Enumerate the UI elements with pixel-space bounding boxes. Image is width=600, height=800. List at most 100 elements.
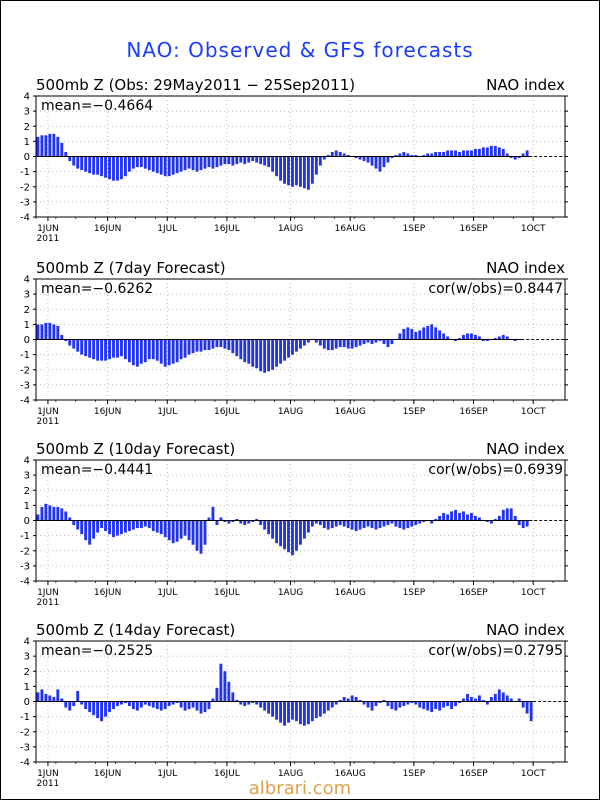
bar <box>501 509 505 521</box>
bar <box>279 339 282 364</box>
y-tick-label: 2 <box>24 486 30 497</box>
bar <box>48 322 52 340</box>
bar <box>458 337 461 340</box>
bar <box>52 506 56 521</box>
bar <box>318 339 322 346</box>
bar <box>334 150 338 157</box>
bar <box>187 339 191 355</box>
x-tick-label: 1AUG <box>278 588 303 598</box>
bar <box>505 336 509 340</box>
bar <box>243 701 247 707</box>
bar <box>80 520 84 535</box>
bar <box>474 698 477 702</box>
bar <box>116 701 119 707</box>
bar <box>84 520 88 541</box>
bar <box>131 520 135 530</box>
bar <box>426 153 430 157</box>
bar <box>88 520 92 545</box>
bar <box>96 520 100 533</box>
bar <box>48 505 52 521</box>
x-tick-label: 1AUG <box>278 407 303 417</box>
panel-right-label: NAO index <box>486 76 565 94</box>
bar <box>291 339 294 355</box>
bar <box>175 339 179 363</box>
year-label: 2011 <box>36 417 59 427</box>
bar <box>151 520 155 532</box>
bar <box>474 148 477 157</box>
bar <box>521 701 525 708</box>
bar <box>223 339 227 349</box>
bar <box>501 692 505 702</box>
bar <box>191 156 195 171</box>
bar <box>36 324 40 340</box>
bar <box>406 153 410 157</box>
bar <box>211 698 215 702</box>
bar <box>485 339 489 342</box>
bar <box>263 156 267 166</box>
bar <box>64 339 68 342</box>
bar <box>477 695 481 702</box>
bar <box>84 156 88 172</box>
bar <box>454 701 457 707</box>
bar <box>314 520 318 524</box>
y-tick-label: -4 <box>20 758 30 769</box>
bar <box>501 148 505 157</box>
bar <box>454 150 457 157</box>
bar <box>414 331 418 340</box>
bar <box>88 156 92 174</box>
bar <box>179 701 183 708</box>
bar <box>398 520 402 529</box>
bar <box>446 336 450 340</box>
bar <box>466 693 469 702</box>
x-tick-label: 1JUN <box>37 588 59 598</box>
x-tick-label: 1JUL <box>157 224 177 234</box>
bar <box>474 334 477 340</box>
bar <box>295 339 298 352</box>
bar <box>108 520 111 535</box>
bar <box>334 339 338 349</box>
bar <box>139 520 143 529</box>
bar <box>342 153 346 157</box>
bar <box>275 339 279 367</box>
bar <box>354 156 358 159</box>
bar <box>418 330 422 340</box>
bar <box>127 156 131 172</box>
bar <box>374 701 378 707</box>
bar <box>462 511 465 521</box>
bar <box>155 339 159 361</box>
bar <box>251 520 255 523</box>
bar <box>354 339 358 348</box>
bar <box>135 156 139 168</box>
chart-panel-1: 500mb Z (Obs: 29May2011 − 25Sep2011) NAO … <box>20 76 568 244</box>
bar <box>362 520 366 529</box>
y-tick-label: -3 <box>20 197 30 208</box>
bar <box>267 520 271 535</box>
bar <box>346 154 350 157</box>
bar <box>434 518 438 521</box>
x-tick-label: 16JUL <box>214 407 240 417</box>
bar <box>175 156 179 174</box>
bar <box>279 701 282 723</box>
bar <box>127 339 131 363</box>
y-tick-label: -4 <box>20 577 30 588</box>
bar <box>394 520 398 527</box>
x-tick-label: 16JUL <box>214 769 240 779</box>
bar <box>430 324 434 340</box>
bar <box>283 701 286 726</box>
bar <box>191 339 195 354</box>
bar <box>477 336 481 340</box>
bar <box>326 339 330 351</box>
bar <box>163 520 167 538</box>
bar <box>167 339 171 366</box>
bar <box>104 156 107 178</box>
y-tick-label: 2 <box>24 305 30 316</box>
bar <box>40 135 44 157</box>
bar <box>302 156 306 189</box>
bar <box>485 147 489 157</box>
bar <box>175 520 179 542</box>
bar <box>310 156 314 184</box>
bar <box>418 520 422 524</box>
bar <box>366 156 370 163</box>
bar <box>521 153 525 157</box>
bar <box>390 156 394 159</box>
